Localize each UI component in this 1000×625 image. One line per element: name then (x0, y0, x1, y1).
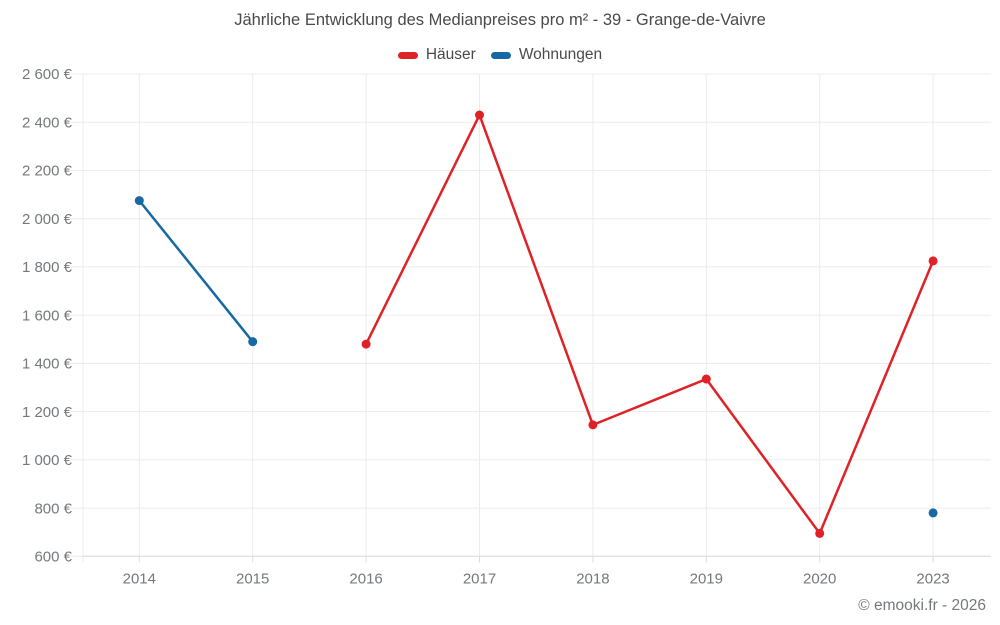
y-tick-label: 2 200 € (22, 163, 73, 180)
data-point-Wohnungen-2014[interactable] (134, 196, 144, 206)
y-tick-label: 1 800 € (22, 259, 73, 276)
y-tick-label: 1 000 € (22, 452, 73, 469)
x-tick-label: 2020 (803, 571, 836, 588)
legend-item-wohnungen[interactable]: Wohnungen (490, 46, 603, 64)
x-tick-label: 2019 (690, 571, 723, 588)
legend-marker-wohnungen-icon (490, 51, 511, 59)
y-tick-label: 600 € (34, 549, 72, 566)
series-line-Häuser (364, 113, 935, 535)
data-point-Häuser-2020[interactable] (815, 528, 825, 538)
chart-title: Jährliche Entwicklung des Medianpreises … (234, 11, 766, 29)
legend-marker-haeuser-icon (397, 51, 418, 59)
x-tick-label: 2014 (123, 571, 156, 588)
legend-item-haeuser[interactable]: Häuser (397, 46, 476, 64)
x-tick-label: 2015 (236, 571, 269, 588)
data-point-Häuser-2018[interactable] (588, 420, 598, 430)
y-tick-label: 1 600 € (22, 307, 73, 324)
legend: Häuser Wohnungen (0, 46, 1000, 64)
y-tick-label: 2 400 € (22, 114, 73, 131)
x-tick-label: 2018 (576, 571, 609, 588)
data-point-Wohnungen-2015[interactable] (248, 337, 258, 347)
y-tick-label: 1 200 € (22, 404, 73, 421)
data-point-Häuser-2019[interactable] (701, 374, 711, 384)
y-tick-label: 2 600 € (22, 66, 73, 83)
x-tick-label: 2023 (916, 571, 949, 588)
y-tick-label: 2 000 € (22, 211, 73, 228)
x-tick-label: 2016 (349, 571, 382, 588)
legend-label-haeuser: Häuser (425, 46, 476, 63)
data-point-Häuser-2023[interactable] (928, 256, 938, 266)
data-point-Häuser-2016[interactable] (361, 339, 371, 349)
y-tick-label: 800 € (34, 500, 72, 517)
y-tick-label: 1 400 € (22, 356, 73, 373)
data-point-Wohnungen-2023[interactable] (928, 508, 938, 518)
series-line-Wohnungen (138, 199, 254, 343)
copyright-text: © emooki.fr - 2026 (858, 597, 986, 614)
data-point-Häuser-2017[interactable] (475, 110, 484, 120)
legend-label-wohnungen: Wohnungen (518, 46, 603, 63)
x-tick-label: 2017 (463, 571, 496, 588)
